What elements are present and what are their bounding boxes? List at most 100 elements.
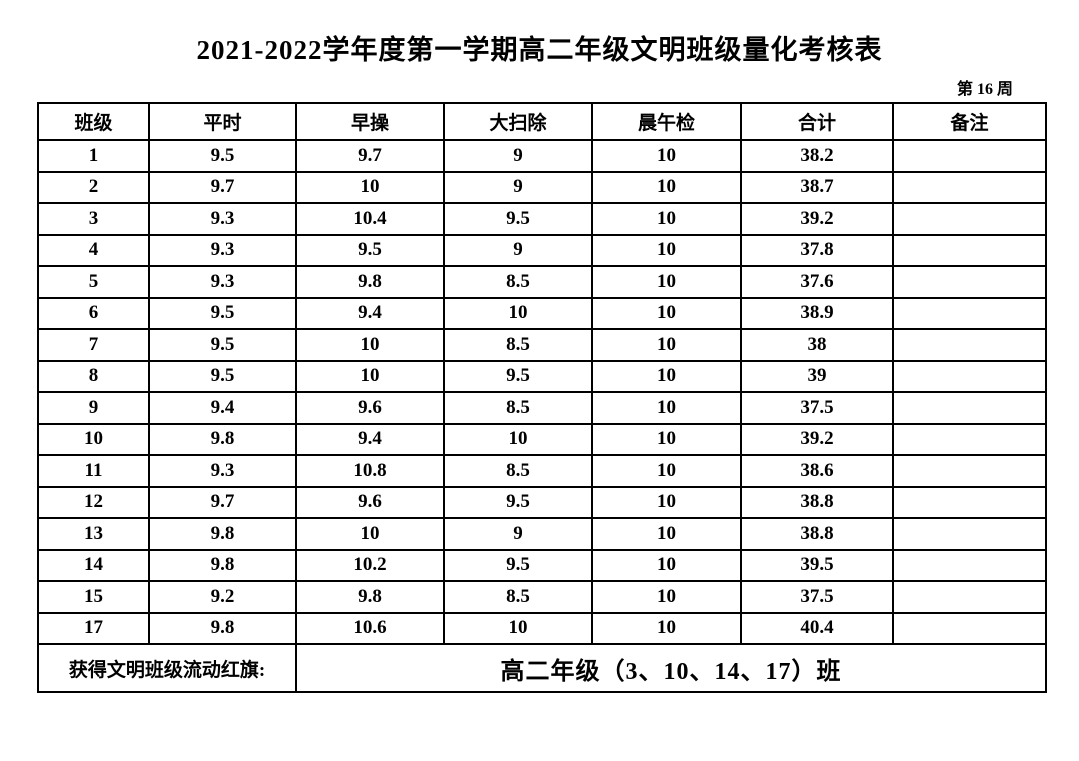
score-cell: 10 — [591, 265, 742, 299]
score-cell: 9.7 — [295, 139, 445, 173]
class-number-cell: 14 — [37, 548, 150, 582]
score-cell: 10 — [591, 517, 742, 551]
red-flag-label: 获得文明班级流动红旗: — [37, 643, 297, 693]
column-header: 合计 — [740, 102, 894, 141]
remark-cell — [892, 328, 1047, 362]
class-number-cell: 17 — [37, 611, 150, 645]
score-cell: 8.5 — [443, 265, 593, 299]
assessment-table: 班级 平时 早操 大扫除 晨午检 合计 备注 1 9.5 9.7 9 10 38.2 2 9.7 10 9 10… — [37, 102, 1047, 693]
score-cell: 9.3 — [148, 454, 297, 488]
column-header: 大扫除 — [443, 102, 593, 141]
score-cell: 9.8 — [148, 548, 297, 582]
remark-cell — [892, 391, 1047, 425]
score-cell: 10 — [591, 170, 742, 204]
table-row: 8 9.5 10 9.5 10 39 — [37, 359, 1047, 393]
score-cell: 39.2 — [740, 422, 894, 456]
score-cell: 10 — [591, 422, 742, 456]
score-cell: 37.5 — [740, 580, 894, 614]
class-number-cell: 8 — [37, 359, 150, 393]
score-cell: 9.5 — [443, 202, 593, 236]
remark-cell — [892, 265, 1047, 299]
class-number-cell: 6 — [37, 296, 150, 330]
score-cell: 10 — [443, 296, 593, 330]
score-cell: 38.8 — [740, 485, 894, 519]
remark-cell — [892, 422, 1047, 456]
score-cell: 8.5 — [443, 391, 593, 425]
table-footer-row: 获得文明班级流动红旗: 高二年级（3、10、14、17）班 — [37, 643, 1047, 693]
score-cell: 9.2 — [148, 580, 297, 614]
score-cell: 38.2 — [740, 139, 894, 173]
table-row: 12 9.7 9.6 9.5 10 38.8 — [37, 485, 1047, 519]
remark-cell — [892, 170, 1047, 204]
score-cell: 38.9 — [740, 296, 894, 330]
class-number-cell: 10 — [37, 422, 150, 456]
table-row: 5 9.3 9.8 8.5 10 37.6 — [37, 265, 1047, 299]
table-row: 3 9.3 10.4 9.5 10 39.2 — [37, 202, 1047, 236]
score-cell: 10 — [295, 328, 445, 362]
column-header: 班级 — [37, 102, 150, 141]
score-cell: 10 — [591, 454, 742, 488]
remark-cell — [892, 139, 1047, 173]
score-cell: 9.5 — [443, 548, 593, 582]
score-cell: 10 — [591, 611, 742, 645]
table-row: 13 9.8 10 9 10 38.8 — [37, 517, 1047, 551]
class-number-cell: 15 — [37, 580, 150, 614]
score-cell: 38.6 — [740, 454, 894, 488]
score-cell: 10 — [591, 391, 742, 425]
score-cell: 9.4 — [295, 296, 445, 330]
score-cell: 9.8 — [148, 422, 297, 456]
table-row: 11 9.3 10.8 8.5 10 38.6 — [37, 454, 1047, 488]
score-cell: 9.5 — [148, 328, 297, 362]
score-cell: 9.5 — [148, 139, 297, 173]
class-number-cell: 3 — [37, 202, 150, 236]
score-cell: 38.8 — [740, 517, 894, 551]
score-cell: 10 — [591, 580, 742, 614]
score-cell: 9.8 — [295, 580, 445, 614]
score-cell: 10.6 — [295, 611, 445, 645]
class-number-cell: 2 — [37, 170, 150, 204]
score-cell: 9.8 — [295, 265, 445, 299]
remark-cell — [892, 485, 1047, 519]
score-cell: 9.6 — [295, 485, 445, 519]
score-cell: 8.5 — [443, 454, 593, 488]
score-cell: 9 — [443, 233, 593, 267]
score-cell: 10 — [591, 296, 742, 330]
score-cell: 9.4 — [148, 391, 297, 425]
remark-cell — [892, 296, 1047, 330]
table-row: 1 9.5 9.7 9 10 38.2 — [37, 139, 1047, 173]
score-cell: 9.7 — [148, 170, 297, 204]
score-cell: 10 — [295, 517, 445, 551]
score-cell: 10 — [295, 359, 445, 393]
remark-cell — [892, 611, 1047, 645]
class-number-cell: 12 — [37, 485, 150, 519]
column-header: 早操 — [295, 102, 445, 141]
column-header: 平时 — [148, 102, 297, 141]
score-cell: 10 — [591, 139, 742, 173]
class-number-cell: 5 — [37, 265, 150, 299]
score-cell: 9.4 — [295, 422, 445, 456]
remark-cell — [892, 359, 1047, 393]
score-cell: 9.8 — [148, 611, 297, 645]
table-row: 10 9.8 9.4 10 10 39.2 — [37, 422, 1047, 456]
remark-cell — [892, 454, 1047, 488]
week-label: 第 16 周 — [956, 81, 1013, 98]
score-cell: 10 — [295, 170, 445, 204]
table-row: 2 9.7 10 9 10 38.7 — [37, 170, 1047, 204]
score-cell: 10.2 — [295, 548, 445, 582]
remark-cell — [892, 548, 1047, 582]
class-number-cell: 9 — [37, 391, 150, 425]
score-cell: 9.5 — [295, 233, 445, 267]
table-row: 7 9.5 10 8.5 10 38 — [37, 328, 1047, 362]
score-cell: 39.2 — [740, 202, 894, 236]
remark-cell — [892, 233, 1047, 267]
table-row: 9 9.4 9.6 8.5 10 37.5 — [37, 391, 1047, 425]
score-cell: 9.5 — [443, 485, 593, 519]
score-cell: 38.7 — [740, 170, 894, 204]
score-cell: 9 — [443, 517, 593, 551]
score-cell: 9.7 — [148, 485, 297, 519]
score-cell: 10 — [591, 359, 742, 393]
score-cell: 9.3 — [148, 265, 297, 299]
table-row: 4 9.3 9.5 9 10 37.8 — [37, 233, 1047, 267]
score-cell: 9.3 — [148, 202, 297, 236]
score-cell: 10 — [591, 233, 742, 267]
